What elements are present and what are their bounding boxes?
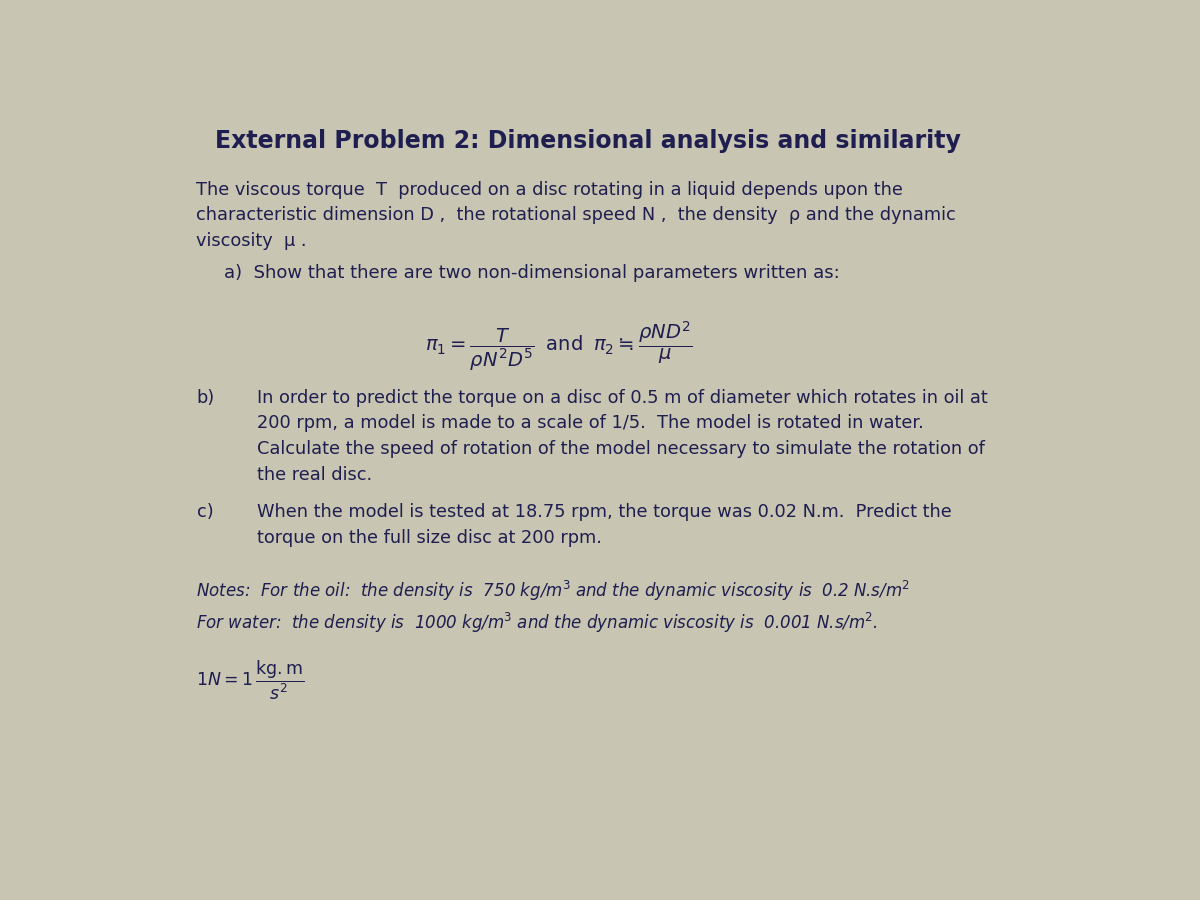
Text: The viscous torque  T  produced on a disc rotating in a liquid depends upon the
: The viscous torque T produced on a disc …: [197, 181, 956, 250]
Text: $1N = 1\,\dfrac{\mathrm{kg.m}}{s^2}$: $1N = 1\,\dfrac{\mathrm{kg.m}}{s^2}$: [197, 659, 305, 703]
Text: b): b): [197, 389, 215, 407]
Text: When the model is tested at 18.75 rpm, the torque was 0.02 N.m.  Predict the
tor: When the model is tested at 18.75 rpm, t…: [257, 503, 952, 546]
Text: In order to predict the torque on a disc of 0.5 m of diameter which rotates in o: In order to predict the torque on a disc…: [257, 389, 988, 484]
Text: a)  Show that there are two non-dimensional parameters written as:: a) Show that there are two non-dimension…: [224, 264, 840, 282]
Text: For water:  the density is  1000 kg/m$^3$ and the dynamic viscosity is  0.001 N.: For water: the density is 1000 kg/m$^3$ …: [197, 610, 878, 634]
Text: c): c): [197, 503, 214, 521]
Text: $\pi_1 = \dfrac{T}{\rho N^2 D^5}$$\;\;$$\mathrm{and}$$\;\; \pi_2 \fallingdotseq : $\pi_1 = \dfrac{T}{\rho N^2 D^5}$$\;\;$$…: [425, 320, 694, 373]
Text: External Problem 2: Dimensional analysis and similarity: External Problem 2: Dimensional analysis…: [215, 129, 961, 153]
Text: Notes:  For the oil:  the density is  750 kg/m$^3$ and the dynamic viscosity is : Notes: For the oil: the density is 750 k…: [197, 580, 911, 603]
